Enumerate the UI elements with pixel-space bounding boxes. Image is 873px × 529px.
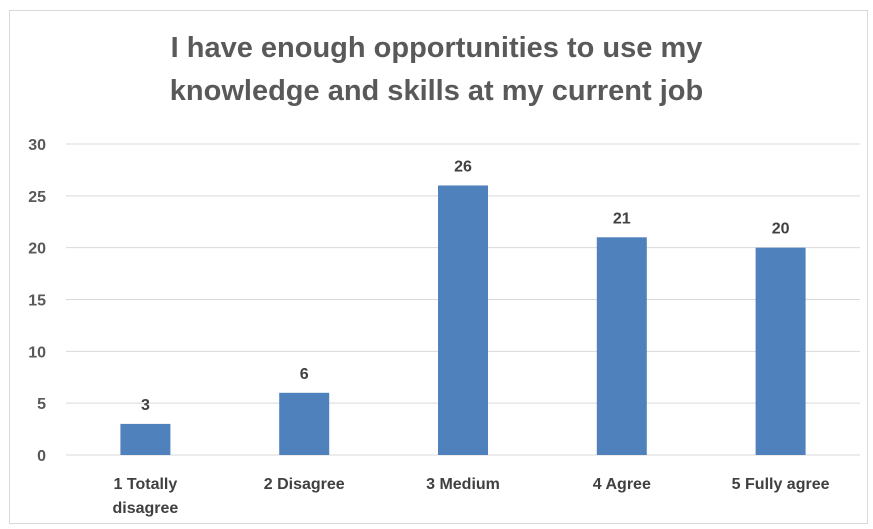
bar bbox=[120, 423, 171, 455]
bar bbox=[438, 185, 488, 455]
y-tick-label: 20 bbox=[28, 241, 46, 258]
x-tick-label: 3 Medium bbox=[426, 476, 500, 493]
bar bbox=[755, 247, 806, 455]
y-tick-label: 0 bbox=[37, 448, 46, 465]
data-label: 3 bbox=[141, 397, 150, 414]
y-tick-label: 25 bbox=[28, 189, 46, 206]
bar bbox=[596, 237, 647, 455]
x-tick-label: 4 Agree bbox=[593, 476, 651, 493]
x-tick-label: disagree bbox=[112, 500, 178, 517]
data-label: 20 bbox=[772, 221, 790, 238]
chart-title-line-2: knowledge and skills at my current job bbox=[169, 75, 704, 107]
x-tick-label: 1 Totally bbox=[114, 476, 178, 493]
y-tick-label: 10 bbox=[28, 344, 46, 361]
y-tick-label: 30 bbox=[28, 137, 46, 154]
y-tick-label: 15 bbox=[28, 293, 46, 310]
x-tick-label: 5 Fully agree bbox=[732, 476, 830, 493]
chart-title-line-1: I have enough opportunities to use my bbox=[170, 32, 703, 64]
bar bbox=[279, 392, 330, 455]
x-tick-label: 2 Disagree bbox=[264, 476, 345, 493]
chart-title: I have enough opportunities to use my kn… bbox=[0, 27, 873, 113]
data-label: 26 bbox=[454, 158, 472, 175]
data-label: 6 bbox=[300, 366, 309, 383]
data-label: 21 bbox=[613, 210, 631, 227]
y-tick-label: 5 bbox=[37, 396, 46, 413]
